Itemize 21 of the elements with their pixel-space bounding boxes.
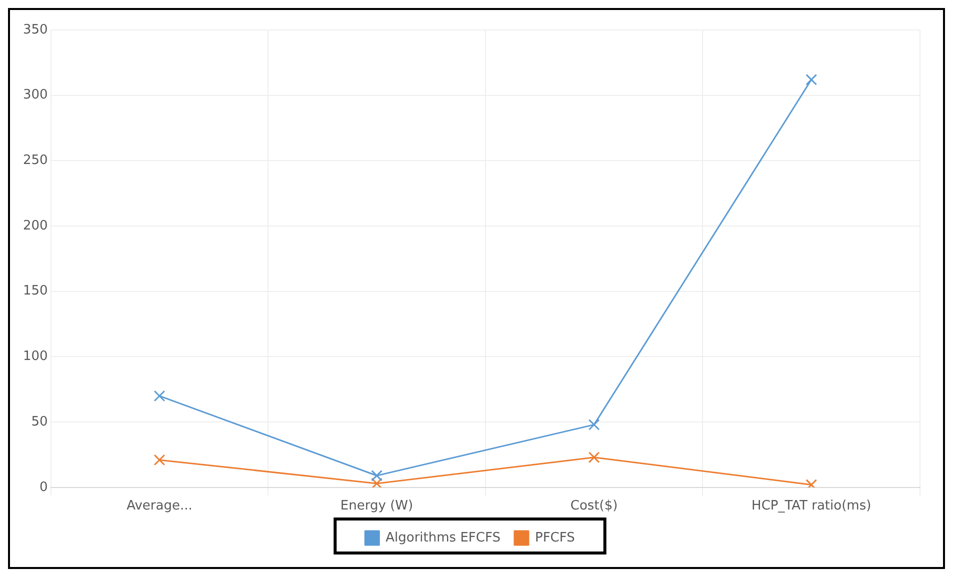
point [588,452,600,464]
x-tick-label: Cost($) [570,498,618,514]
y-tick-label: 350 [22,22,48,38]
point [806,74,818,86]
x-tick-label: Average... [126,498,192,514]
y-tick-label: 50 [31,414,48,430]
point [154,390,166,402]
y-tick-label: 200 [22,218,48,234]
x-tick-label: Energy (W) [340,498,414,514]
y-tick-label: 250 [22,153,48,168]
point [371,470,382,482]
point [588,418,600,430]
y-tick-label: 300 [22,88,48,103]
y-tick-label: 100 [22,349,48,364]
y-tick-label: 0 [40,480,48,495]
y-tick-label: 150 [22,284,48,299]
legend-label: PFCFS [534,530,575,546]
point [371,478,382,488]
point [154,454,166,466]
x-tick-label: HCP_TAT ratio(ms) [752,498,872,514]
legend-label: Algorithms EFCFS [386,530,500,546]
